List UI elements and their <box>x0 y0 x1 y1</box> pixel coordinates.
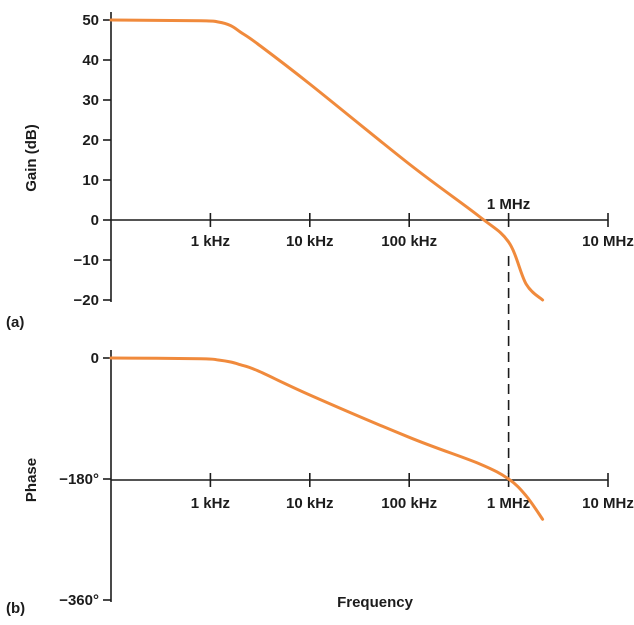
y-tick-label: −10 <box>74 252 99 269</box>
y-tick-label: 40 <box>82 52 99 69</box>
phase-axes <box>110 350 608 602</box>
x-tick-label: 100 kHz <box>381 495 437 512</box>
y-tick-label: 10 <box>82 172 99 189</box>
x-tick-label: 1 kHz <box>191 233 230 250</box>
y-tick-label: −180° <box>59 471 99 488</box>
panel-a-label: (a) <box>6 314 24 331</box>
gain-curve <box>109 18 545 302</box>
y-tick-label: 0 <box>91 212 99 229</box>
phase-panel: Phase (b) Frequency 0 −180° −360° 1 kHz 10 … <box>6 350 634 617</box>
phase-y-ticks: 0 −180° −360° <box>59 350 111 609</box>
x-tick-label: 1 kHz <box>191 495 230 512</box>
x-tick-label: 10 kHz <box>286 233 334 250</box>
y-tick-label: 20 <box>82 132 99 149</box>
y-tick-label: 30 <box>82 92 99 109</box>
gain-panel: Gain (dB) (a) 50 40 30 20 10 0 −10 −20 1 kHz 10 … <box>6 12 634 331</box>
x-tick-label: 100 kHz <box>381 233 437 250</box>
panel-b-label: (b) <box>6 600 25 617</box>
gain-y-ticks: 50 40 30 20 10 0 −10 −20 <box>74 12 111 309</box>
x-tick-label: 1 MHz <box>487 495 530 512</box>
y-tick-label: 0 <box>91 350 99 367</box>
y-tick-label: −360° <box>59 592 99 609</box>
phase-axis-label: Phase <box>23 458 40 502</box>
gain-axes <box>110 12 608 302</box>
gain-x-ticks: 1 kHz 10 kHz 100 kHz 1 MHz 10 MHz <box>191 196 634 250</box>
y-tick-label: −20 <box>74 292 99 309</box>
frequency-axis-label: Frequency <box>337 594 414 611</box>
phase-curve <box>109 356 545 521</box>
y-tick-label: 50 <box>82 12 99 29</box>
x-tick-label: 1 MHz <box>487 196 530 213</box>
gain-axis-label: Gain (dB) <box>23 124 40 192</box>
phase-x-ticks: 1 kHz 10 kHz 100 kHz 1 MHz 10 MHz <box>191 473 634 512</box>
x-tick-label: 10 MHz <box>582 495 634 512</box>
x-tick-label: 10 kHz <box>286 495 334 512</box>
x-tick-label: 10 MHz <box>582 233 634 250</box>
